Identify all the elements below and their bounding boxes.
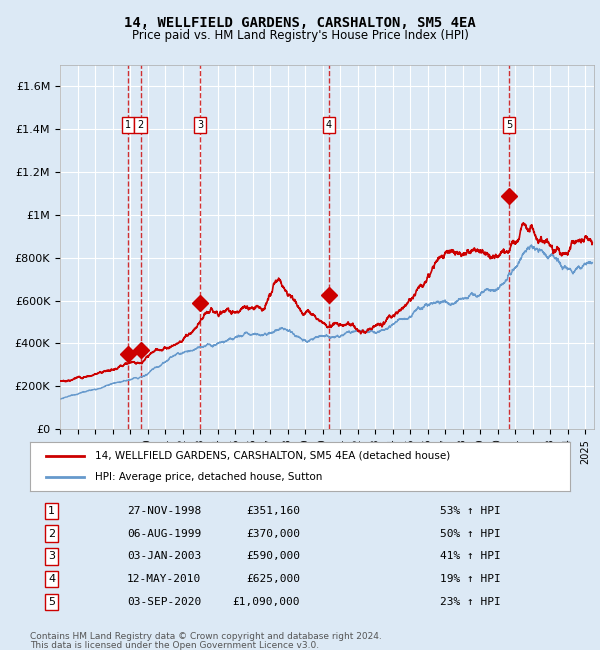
Text: 50% ↑ HPI: 50% ↑ HPI <box>440 528 501 539</box>
Text: 5: 5 <box>506 120 512 130</box>
Text: 4: 4 <box>326 120 332 130</box>
Text: 2: 2 <box>137 120 143 130</box>
Text: 53% ↑ HPI: 53% ↑ HPI <box>440 506 501 516</box>
Text: 3: 3 <box>197 120 203 130</box>
Text: 12-MAY-2010: 12-MAY-2010 <box>127 574 202 584</box>
Text: 14, WELLFIELD GARDENS, CARSHALTON, SM5 4EA (detached house): 14, WELLFIELD GARDENS, CARSHALTON, SM5 4… <box>95 450 450 461</box>
Text: 5: 5 <box>48 597 55 607</box>
Text: 14, WELLFIELD GARDENS, CARSHALTON, SM5 4EA: 14, WELLFIELD GARDENS, CARSHALTON, SM5 4… <box>124 16 476 31</box>
Text: HPI: Average price, detached house, Sutton: HPI: Average price, detached house, Sutt… <box>95 472 322 482</box>
Text: 27-NOV-1998: 27-NOV-1998 <box>127 506 202 516</box>
Text: 1: 1 <box>48 506 55 516</box>
Text: 1: 1 <box>125 120 131 130</box>
Text: 41% ↑ HPI: 41% ↑ HPI <box>440 551 501 562</box>
Text: Price paid vs. HM Land Registry's House Price Index (HPI): Price paid vs. HM Land Registry's House … <box>131 29 469 42</box>
Text: 06-AUG-1999: 06-AUG-1999 <box>127 528 202 539</box>
Text: 03-SEP-2020: 03-SEP-2020 <box>127 597 202 607</box>
Text: £625,000: £625,000 <box>246 574 300 584</box>
Text: 4: 4 <box>48 574 55 584</box>
Text: This data is licensed under the Open Government Licence v3.0.: This data is licensed under the Open Gov… <box>30 641 319 650</box>
Text: £590,000: £590,000 <box>246 551 300 562</box>
Text: 23% ↑ HPI: 23% ↑ HPI <box>440 597 501 607</box>
Text: 03-JAN-2003: 03-JAN-2003 <box>127 551 202 562</box>
Text: £370,000: £370,000 <box>246 528 300 539</box>
Text: £351,160: £351,160 <box>246 506 300 516</box>
Text: 3: 3 <box>48 551 55 562</box>
Text: 19% ↑ HPI: 19% ↑ HPI <box>440 574 501 584</box>
Text: £1,090,000: £1,090,000 <box>233 597 300 607</box>
Text: 2: 2 <box>48 528 55 539</box>
Text: Contains HM Land Registry data © Crown copyright and database right 2024.: Contains HM Land Registry data © Crown c… <box>30 632 382 641</box>
